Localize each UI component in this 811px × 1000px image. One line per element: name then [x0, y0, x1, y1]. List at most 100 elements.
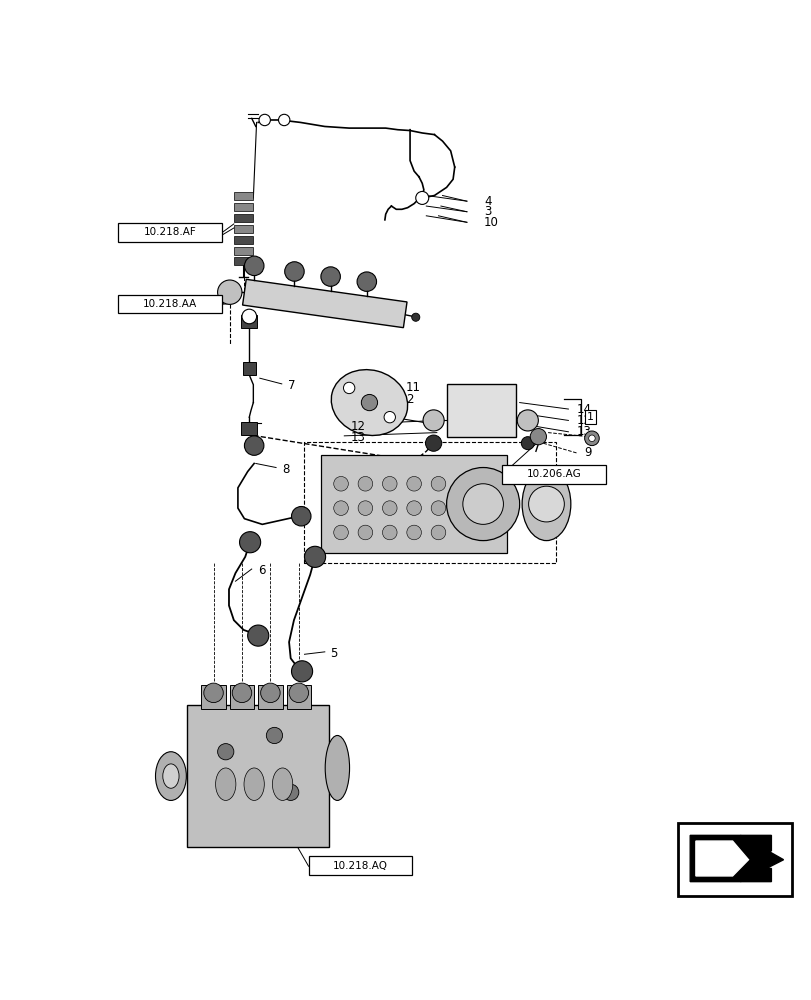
Bar — [230, 685, 254, 709]
Text: 10.218.AQ: 10.218.AQ — [333, 861, 388, 871]
Circle shape — [304, 546, 325, 567]
Text: 8: 8 — [282, 463, 290, 476]
Text: 5: 5 — [330, 647, 337, 660]
Bar — [234, 236, 253, 244]
Circle shape — [406, 525, 421, 540]
Circle shape — [260, 683, 280, 703]
Circle shape — [333, 501, 348, 515]
Circle shape — [291, 506, 311, 526]
Circle shape — [285, 262, 304, 281]
Circle shape — [242, 309, 256, 324]
Circle shape — [530, 429, 546, 445]
Circle shape — [320, 267, 340, 286]
Circle shape — [266, 727, 282, 744]
Text: 10: 10 — [483, 216, 498, 229]
Text: 9: 9 — [584, 446, 591, 459]
Circle shape — [217, 280, 242, 304]
Circle shape — [528, 486, 564, 522]
Circle shape — [358, 476, 372, 491]
Circle shape — [406, 476, 421, 491]
Bar — [286, 685, 311, 709]
Text: 6: 6 — [258, 564, 265, 577]
Circle shape — [232, 683, 251, 703]
Bar — [241, 422, 257, 435]
Bar — [201, 685, 225, 709]
Polygon shape — [695, 841, 748, 876]
Circle shape — [333, 525, 348, 540]
Circle shape — [462, 484, 503, 524]
Bar — [241, 315, 257, 328]
Circle shape — [244, 436, 264, 455]
Circle shape — [357, 272, 376, 291]
Circle shape — [446, 468, 519, 541]
Circle shape — [282, 784, 298, 800]
Text: 1: 1 — [586, 412, 594, 422]
Circle shape — [289, 683, 308, 703]
Bar — [501, 465, 605, 484]
Text: 13: 13 — [350, 431, 365, 444]
Bar — [446, 384, 515, 437]
Polygon shape — [689, 835, 783, 882]
Ellipse shape — [331, 370, 407, 435]
Circle shape — [247, 625, 268, 646]
Circle shape — [584, 431, 599, 446]
Circle shape — [333, 476, 348, 491]
Bar — [234, 214, 253, 222]
Text: 7: 7 — [288, 379, 295, 392]
Circle shape — [415, 191, 428, 204]
Bar — [118, 295, 221, 313]
Bar — [234, 225, 253, 233]
Circle shape — [382, 501, 397, 515]
Circle shape — [244, 256, 264, 276]
Text: 14: 14 — [576, 403, 590, 416]
Bar — [187, 705, 329, 847]
Circle shape — [411, 313, 419, 321]
Circle shape — [358, 525, 372, 540]
Ellipse shape — [521, 468, 570, 541]
Circle shape — [361, 394, 377, 411]
Circle shape — [217, 744, 234, 760]
Circle shape — [431, 501, 445, 515]
Circle shape — [384, 411, 395, 423]
Text: 12: 12 — [576, 414, 590, 427]
Circle shape — [204, 683, 223, 703]
Ellipse shape — [162, 764, 179, 788]
Ellipse shape — [156, 752, 187, 800]
Polygon shape — [242, 279, 406, 328]
Circle shape — [382, 525, 397, 540]
Ellipse shape — [244, 768, 264, 800]
Circle shape — [343, 382, 354, 394]
Bar — [234, 203, 253, 211]
Ellipse shape — [216, 768, 236, 800]
Text: 11: 11 — [406, 381, 420, 394]
Circle shape — [239, 532, 260, 553]
Text: 3: 3 — [483, 205, 491, 218]
Circle shape — [588, 435, 594, 442]
Circle shape — [406, 501, 421, 515]
Bar — [308, 856, 412, 875]
Bar — [258, 685, 282, 709]
Circle shape — [517, 410, 538, 431]
Text: 13: 13 — [576, 425, 590, 438]
Bar — [234, 247, 253, 255]
Circle shape — [278, 114, 290, 126]
Bar — [234, 192, 253, 200]
Ellipse shape — [324, 735, 349, 800]
Circle shape — [358, 501, 372, 515]
Circle shape — [382, 476, 397, 491]
Text: 12: 12 — [350, 420, 365, 433]
Bar — [677, 823, 791, 896]
Circle shape — [423, 410, 444, 431]
Circle shape — [259, 114, 270, 126]
Bar — [234, 257, 253, 265]
Text: 10.206.AG: 10.206.AG — [526, 469, 581, 479]
Text: 10.218.AF: 10.218.AF — [144, 227, 195, 237]
Circle shape — [291, 661, 312, 682]
Circle shape — [431, 525, 445, 540]
Circle shape — [431, 476, 445, 491]
Text: 10.218.AA: 10.218.AA — [143, 299, 196, 309]
Bar — [118, 223, 221, 242]
Circle shape — [521, 437, 534, 450]
Circle shape — [425, 435, 441, 451]
Ellipse shape — [272, 768, 292, 800]
